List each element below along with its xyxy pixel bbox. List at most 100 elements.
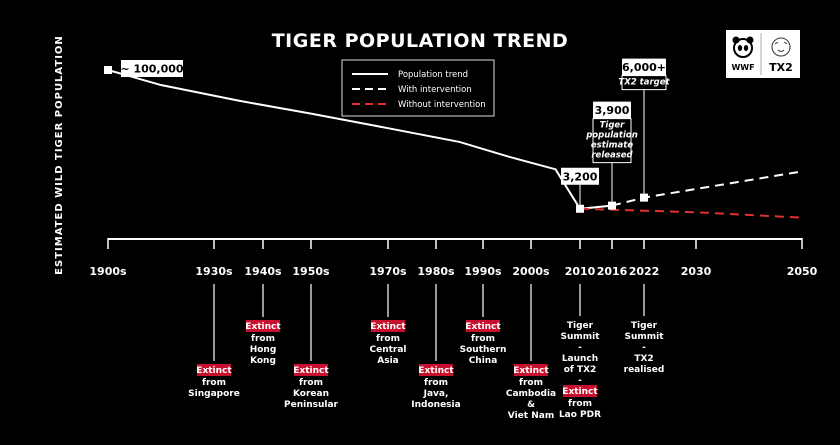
event-text: Lao PDR: [559, 410, 601, 420]
event-text: from: [424, 378, 448, 388]
event-text: from: [202, 378, 226, 388]
event-text: Launch: [562, 354, 598, 364]
extinct-badge-bg: [294, 364, 328, 376]
panda-head: [733, 38, 753, 58]
callout-box: [561, 167, 599, 185]
event-text: realised: [624, 365, 665, 375]
event-text: Asia: [377, 356, 398, 366]
extinct-badge-bg: [466, 320, 500, 332]
callout-label: 3,200: [563, 170, 598, 183]
event-text: Central: [369, 345, 406, 355]
series-line-population-trend: [107, 69, 613, 210]
event-text: Indonesia: [411, 400, 460, 410]
tiger-sketch-icon: [771, 37, 791, 57]
extinct-badge-bg: [563, 385, 597, 397]
event-text: Singapore: [188, 389, 240, 399]
event-text: -: [578, 343, 582, 353]
extinct-badge-label: Extinct: [196, 366, 232, 376]
callout-sub-label: estimate: [591, 141, 633, 151]
event-text: Hong: [250, 345, 277, 355]
event-text: China: [469, 356, 498, 366]
callout-box: [622, 58, 666, 76]
data-point-marker: [608, 201, 616, 210]
panda-eye-right: [743, 45, 749, 51]
callout-label: 3,900: [595, 104, 630, 117]
event-text: from: [251, 334, 275, 344]
extinct-badge-label: Extinct: [418, 366, 454, 376]
event-text: Cambodia: [506, 389, 556, 399]
event-text: Kong: [250, 356, 276, 366]
extinct-badge: Extinct: [418, 364, 454, 376]
event-text: -: [578, 376, 582, 386]
event-text: from: [299, 378, 323, 388]
panda-ear-right: [746, 36, 754, 44]
logo-group: WWF TX2: [726, 30, 800, 78]
extinct-badge: Extinct: [196, 364, 232, 376]
extinct-badge-label: Extinct: [370, 322, 406, 332]
data-point-marker: [640, 193, 648, 202]
x-tick-label: 1930s: [195, 265, 233, 278]
event-text: TX2: [634, 354, 653, 364]
callout-box: [121, 60, 183, 77]
x-tick-label: 1990s: [464, 265, 502, 278]
extinct-badge: Extinct: [293, 364, 329, 376]
x-tick-label: 2050: [787, 265, 818, 278]
extinct-badge: Extinct: [245, 320, 281, 332]
extinct-badge-label: Extinct: [465, 322, 501, 332]
event-text: Summit: [624, 332, 664, 342]
x-tick-label: 1950s: [292, 265, 330, 278]
event-text: of TX2: [564, 365, 597, 375]
event-text: Southern: [460, 345, 507, 355]
event-text: from: [568, 399, 592, 409]
callout-label: ~ 100,000: [120, 63, 183, 76]
callout-sub-label: Tiger: [600, 121, 626, 131]
event-text: Peninsular: [284, 400, 339, 410]
event-text: Tiger: [567, 321, 594, 331]
extinct-badge-bg: [197, 364, 231, 376]
x-tick-label: 1940s: [244, 265, 282, 278]
data-point-marker: [104, 66, 112, 74]
extinct-badge-label: Extinct: [513, 366, 549, 376]
x-tick-label: 1900s: [89, 265, 127, 278]
legend-label: With intervention: [398, 85, 472, 95]
event-text: from: [376, 334, 400, 344]
extinct-badge: Extinct: [562, 385, 598, 397]
series-line-without-intervention: [579, 207, 803, 219]
event-text: Korean: [293, 389, 329, 399]
callout-label: 6,000+: [622, 61, 666, 74]
tx2-logo-text: TX2: [769, 61, 793, 74]
callout-sub-label: released: [591, 151, 633, 161]
chart-title: TIGER POPULATION TREND: [272, 30, 569, 52]
extinct-badge-bg: [371, 320, 405, 332]
event-text: from: [519, 378, 543, 388]
x-tick-label: 2022: [629, 265, 660, 278]
extinct-badge: Extinct: [465, 320, 501, 332]
legend-label: Without intervention: [398, 100, 486, 110]
x-tick-label: 2030: [681, 265, 712, 278]
x-tick-label: 2010: [565, 265, 596, 278]
tiger-head: [771, 37, 791, 57]
extinct-badge-bg: [246, 320, 280, 332]
legend: Population trend With intervention Without…: [341, 59, 495, 117]
y-axis-label: ESTIMATED WILD TIGER POPULATION: [54, 35, 65, 275]
callout-sub-label: TX2 target: [618, 78, 670, 88]
event-text: Summit: [560, 332, 600, 342]
event-text: -: [642, 343, 646, 353]
x-tick-label: 1980s: [417, 265, 455, 278]
wwf-logo-text: WWF: [731, 63, 754, 72]
extinct-badge-label: Extinct: [245, 322, 281, 332]
x-tick-label: 1970s: [369, 265, 407, 278]
x-tick-label: 2016: [597, 265, 628, 278]
tiger-face: [774, 41, 788, 52]
extinct-badge: Extinct: [513, 364, 549, 376]
panda-ear-left: [732, 36, 740, 44]
extinct-badge-label: Extinct: [562, 387, 598, 397]
extinct-badge-bg: [514, 364, 548, 376]
callout-box: [593, 101, 631, 119]
event-text: Viet Nam: [508, 411, 554, 421]
event-text: from: [471, 334, 495, 344]
extinct-badge-label: Extinct: [293, 366, 329, 376]
x-tick-label: 2000s: [512, 265, 550, 278]
panda-eye-left: [737, 45, 743, 51]
